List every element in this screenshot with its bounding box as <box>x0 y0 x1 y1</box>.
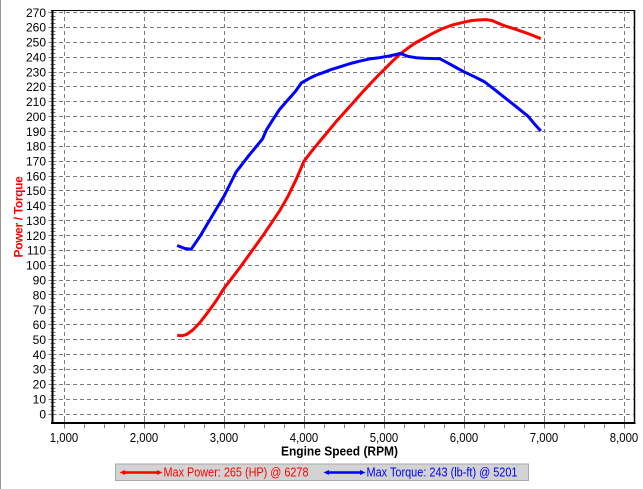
svg-text:0: 0 <box>39 407 46 421</box>
svg-text:Engine Speed (RPM): Engine Speed (RPM) <box>281 445 398 459</box>
svg-text:90: 90 <box>33 274 47 288</box>
svg-text:240: 240 <box>26 50 46 64</box>
svg-text:180: 180 <box>26 140 46 154</box>
svg-text:130: 130 <box>26 214 46 228</box>
svg-text:220: 220 <box>26 80 46 94</box>
svg-text:260: 260 <box>26 21 46 35</box>
svg-text:100: 100 <box>26 259 46 273</box>
svg-text:110: 110 <box>27 244 46 258</box>
svg-text:60: 60 <box>33 318 47 332</box>
svg-text:30: 30 <box>33 363 47 377</box>
svg-text:140: 140 <box>26 199 46 213</box>
svg-text:8,000: 8,000 <box>610 430 639 445</box>
svg-text:210: 210 <box>26 95 46 109</box>
svg-text:150: 150 <box>26 184 46 198</box>
svg-text:10: 10 <box>33 392 47 406</box>
svg-text:70: 70 <box>33 303 47 317</box>
svg-text:170: 170 <box>26 155 46 169</box>
svg-text:7,000: 7,000 <box>530 430 559 445</box>
svg-text:Max Power: 265 (HP) @ 6278: Max Power: 265 (HP) @ 6278 <box>164 465 309 480</box>
svg-text:190: 190 <box>26 125 46 139</box>
svg-text:80: 80 <box>33 288 47 302</box>
svg-text:2,000: 2,000 <box>130 430 159 445</box>
svg-text:Power / Torque: Power / Torque <box>12 176 26 258</box>
svg-text:3,000: 3,000 <box>210 430 239 445</box>
svg-text:5,000: 5,000 <box>370 430 399 445</box>
svg-text:270: 270 <box>26 6 46 20</box>
svg-text:6,000: 6,000 <box>450 430 479 445</box>
svg-text:Max Torque: 243 (lb-ft) @ 5201: Max Torque: 243 (lb-ft) @ 5201 <box>367 465 518 480</box>
svg-text:250: 250 <box>26 36 46 50</box>
svg-text:50: 50 <box>33 333 47 347</box>
svg-text:1,000: 1,000 <box>50 430 79 445</box>
svg-text:200: 200 <box>26 110 46 124</box>
svg-text:230: 230 <box>26 65 46 79</box>
svg-text:40: 40 <box>33 348 47 362</box>
svg-text:160: 160 <box>26 169 46 183</box>
svg-text:20: 20 <box>33 378 47 392</box>
svg-text:120: 120 <box>26 229 46 243</box>
svg-text:4,000: 4,000 <box>290 430 319 445</box>
